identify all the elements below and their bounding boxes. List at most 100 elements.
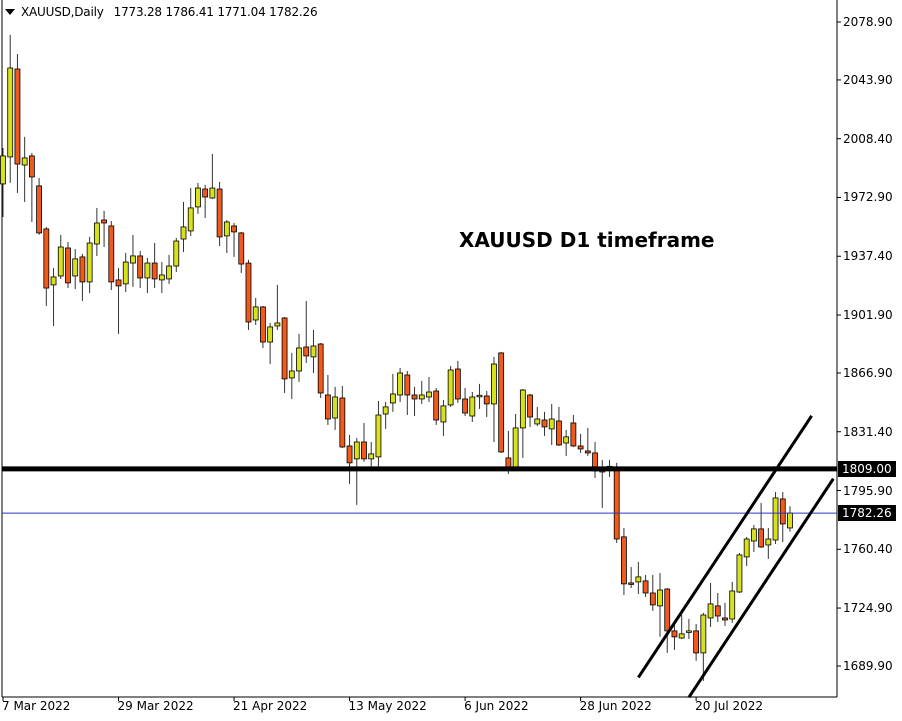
candle — [707, 582, 714, 627]
candle — [686, 618, 692, 640]
candle — [657, 572, 663, 637]
candle-body — [722, 617, 728, 621]
candle-body — [7, 67, 14, 158]
candle — [462, 388, 468, 417]
candle — [541, 411, 548, 436]
candle-body — [252, 306, 259, 321]
candle — [260, 305, 266, 348]
candle-body — [151, 262, 158, 280]
candles — [0, 34, 793, 681]
candle-body — [483, 395, 490, 405]
candle — [231, 222, 237, 257]
price-tick-label: 1972.90 — [843, 190, 893, 205]
candle-body — [361, 441, 367, 460]
candle — [375, 400, 382, 467]
candle — [779, 491, 786, 542]
candle — [101, 210, 107, 247]
candle — [736, 552, 743, 593]
price-tick-label: 1760.40 — [843, 542, 893, 557]
candle — [252, 297, 259, 325]
candle — [274, 284, 281, 330]
candle-body — [642, 580, 649, 594]
candle-body — [707, 603, 714, 619]
candle — [628, 566, 635, 589]
candle-body — [50, 276, 57, 286]
candle-body — [613, 469, 620, 540]
candle — [548, 403, 555, 445]
candle — [722, 602, 728, 626]
candle-body — [397, 372, 404, 396]
candle — [296, 333, 302, 382]
candle-body — [310, 345, 317, 358]
candle — [339, 385, 346, 448]
candle-body — [426, 391, 432, 398]
candle-body — [130, 255, 136, 264]
candle-body — [28, 155, 35, 178]
candle — [491, 356, 497, 443]
candle — [28, 152, 35, 222]
candle-body — [260, 306, 266, 343]
candle-body — [635, 576, 642, 583]
candle-body — [462, 398, 468, 414]
candle — [678, 615, 685, 640]
channel-trendline — [637, 415, 813, 679]
candle-body — [447, 369, 454, 406]
candle-body — [541, 419, 548, 428]
candle-body — [577, 445, 584, 450]
candle — [353, 438, 360, 505]
date-tick-label: 28 Jun 2022 — [579, 699, 652, 713]
candle-body — [779, 498, 786, 525]
candle — [36, 177, 42, 235]
date-tick-label: 6 Jun 2022 — [464, 699, 529, 713]
candle-body — [108, 225, 115, 283]
candle — [317, 343, 324, 398]
chart-header: XAUUSD,Daily 1773.28 1786.41 1771.04 178… — [5, 5, 318, 19]
candle-body — [195, 187, 201, 208]
candle-body — [570, 422, 577, 447]
candle — [209, 153, 216, 199]
candle-body — [389, 393, 396, 404]
candle — [476, 383, 483, 409]
price-tag-label: 1782.26 — [838, 505, 896, 522]
price-tick-label: 2078.90 — [843, 15, 893, 29]
candle-body — [657, 589, 663, 607]
candle — [519, 389, 526, 458]
candle-body — [72, 258, 79, 277]
candle — [245, 259, 252, 330]
candle-body — [628, 582, 635, 585]
date-tick-label: 7 Mar 2022 — [2, 699, 71, 713]
channel-trendline — [687, 477, 835, 699]
candle-body — [353, 441, 360, 460]
candle-body — [469, 396, 476, 417]
candle — [577, 433, 584, 453]
candle — [397, 367, 404, 402]
candle-body — [664, 588, 671, 632]
price-tick-label: 1795.90 — [843, 483, 893, 498]
price-tick-label: 2043.90 — [843, 72, 893, 87]
candle — [216, 181, 223, 246]
candle-body — [693, 630, 700, 654]
symbol-label: XAUUSD,Daily — [21, 5, 104, 19]
candle-body — [454, 368, 461, 400]
candle — [404, 370, 411, 416]
candle-body — [36, 185, 42, 234]
triangle-down-icon[interactable] — [5, 9, 15, 15]
candle-body — [678, 633, 685, 639]
candle-body — [519, 389, 526, 429]
candle-body — [296, 347, 302, 372]
candle-body — [556, 420, 562, 446]
candle — [418, 380, 425, 404]
candle-body — [476, 394, 483, 398]
candle-body — [93, 222, 100, 245]
candle-body — [527, 394, 533, 418]
candle — [65, 242, 71, 289]
candle — [787, 506, 793, 532]
candle-body — [339, 397, 346, 448]
candle — [122, 252, 129, 293]
candle — [50, 268, 57, 326]
candle — [447, 366, 454, 407]
price-tag-label: 1809.00 — [838, 460, 896, 477]
candle-body — [671, 630, 678, 638]
trendlines — [637, 415, 835, 699]
